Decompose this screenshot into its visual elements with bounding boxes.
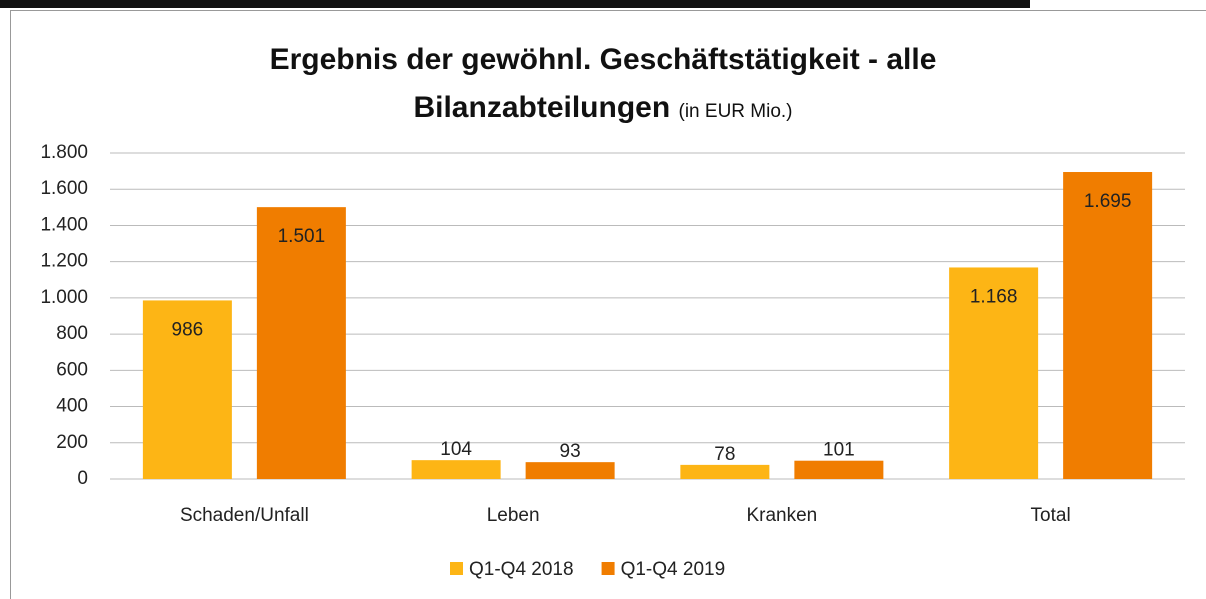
bar	[794, 460, 884, 479]
y-tick-label: 200	[56, 432, 88, 453]
y-tick-label: 800	[56, 323, 88, 344]
bar	[949, 267, 1039, 479]
legend-label: Q1-Q4 2019	[621, 559, 726, 580]
y-tick-label: 400	[56, 396, 88, 417]
x-tick-label: Schaden/Unfall	[180, 505, 309, 526]
chart-title-block: Ergebnis der gewöhnl. Geschäftstätigkeit…	[203, 36, 1003, 136]
legend-swatch	[601, 562, 615, 575]
y-tick-label: 1.000	[40, 287, 88, 308]
data-label: 986	[172, 319, 204, 340]
chart-subtitle: (in EUR Mio.)	[678, 101, 793, 122]
bar	[411, 460, 501, 479]
y-tick-label: 1.400	[40, 214, 88, 235]
y-tick-label: 1.800	[40, 142, 88, 163]
bar	[142, 300, 232, 479]
chart-frame	[10, 10, 1206, 599]
data-label: 1.501	[278, 226, 326, 247]
x-tick-label: Leben	[487, 505, 540, 526]
data-label: 1.168	[970, 286, 1018, 307]
y-tick-label: 0	[77, 468, 88, 489]
data-label: 101	[823, 440, 855, 461]
y-tick-label: 1.200	[40, 251, 88, 272]
x-tick-label: Total	[1031, 505, 1071, 526]
bar	[1063, 172, 1153, 479]
bar	[680, 464, 770, 479]
top-strip	[0, 0, 1030, 8]
y-tick-label: 1.600	[40, 178, 88, 199]
bar	[525, 462, 615, 479]
y-tick-label: 600	[56, 359, 88, 380]
bar	[256, 207, 346, 479]
legend-label: Q1-Q4 2018	[469, 559, 574, 580]
x-tick-label: Kranken	[746, 505, 817, 526]
data-label: 78	[714, 444, 735, 465]
data-label: 93	[560, 441, 581, 462]
data-label: 1.695	[1084, 191, 1132, 212]
chart-title: Ergebnis der gewöhnl. Geschäftstätigkeit…	[269, 43, 937, 124]
legend-swatch	[450, 562, 463, 575]
data-label: 104	[440, 439, 472, 460]
